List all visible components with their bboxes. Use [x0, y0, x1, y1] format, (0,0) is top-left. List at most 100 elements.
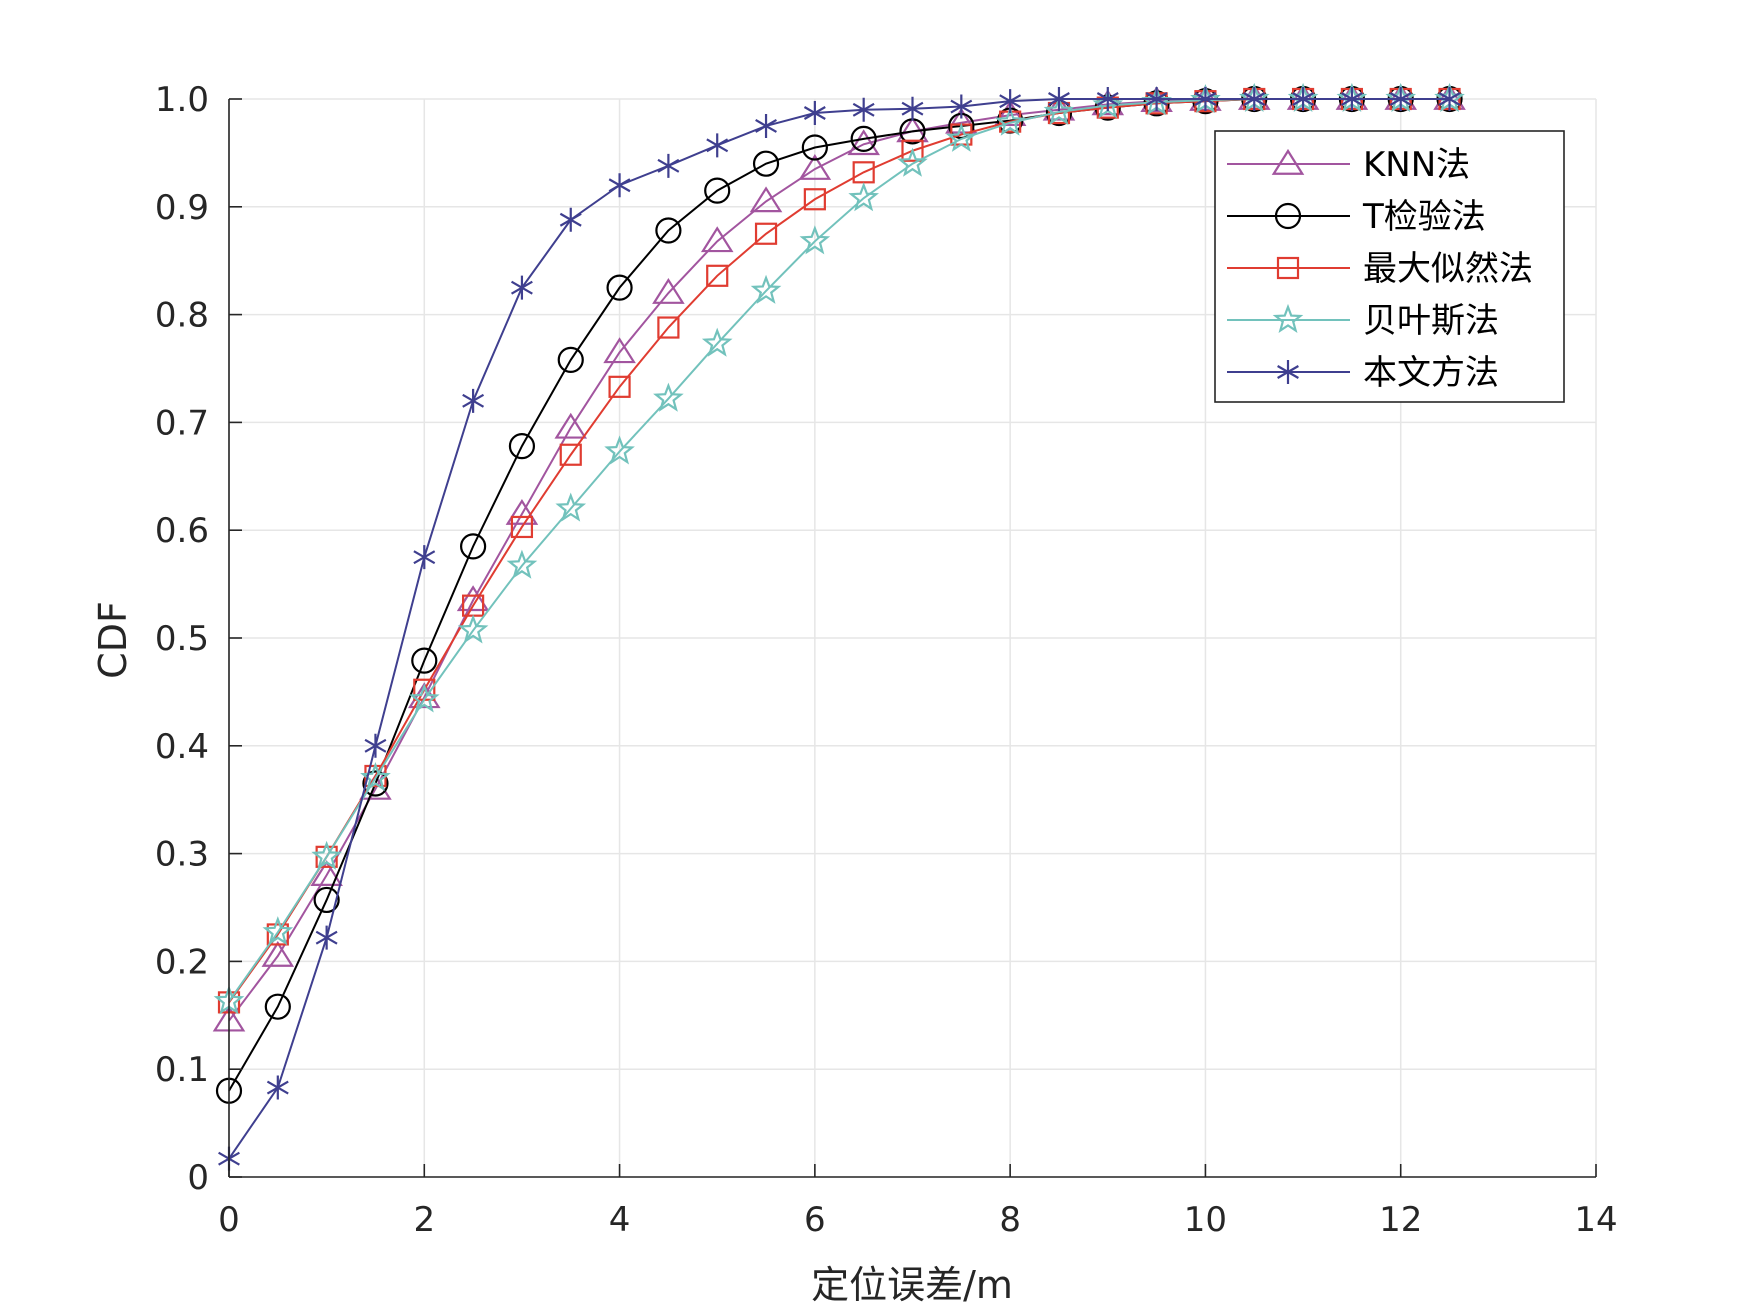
data-point-triangle — [847, 129, 880, 156]
legend-label: 最大似然法 — [1363, 249, 1533, 289]
data-point-star — [946, 122, 977, 152]
data-point-circle — [264, 993, 291, 1020]
x-tick-label: 2 — [413, 1200, 435, 1240]
data-point-asterisk — [1340, 87, 1363, 111]
data-point-triangle — [700, 226, 734, 253]
data-point-triangle — [456, 585, 490, 612]
data-point-asterisk — [1145, 87, 1168, 111]
data-point-circle — [313, 886, 340, 914]
x-tick-label: 14 — [1574, 1200, 1617, 1240]
y-tick-label: 0.9 — [155, 188, 209, 228]
data-point-asterisk — [755, 113, 777, 138]
data-point-asterisk — [315, 925, 338, 950]
data-point-asterisk — [1292, 87, 1315, 111]
data-point-circle — [752, 150, 780, 177]
y-tick-label: 0.5 — [155, 619, 209, 659]
data-point-square — [706, 264, 729, 287]
legend-marker-asterisk — [1277, 360, 1299, 384]
data-point-square — [754, 222, 778, 245]
x-tick-label: 4 — [609, 1200, 631, 1240]
legend-label: KNN法 — [1363, 145, 1470, 185]
data-point-asterisk — [510, 275, 533, 300]
x-tick-label: 12 — [1379, 1200, 1422, 1240]
data-point-asterisk — [1438, 87, 1461, 111]
data-point-triangle — [945, 107, 978, 134]
data-point-circle — [850, 125, 877, 152]
data-point-star — [604, 435, 635, 465]
data-point-star — [701, 327, 733, 357]
data-point-asterisk — [1389, 87, 1412, 111]
data-point-circle — [362, 770, 389, 797]
legend-label: 贝叶斯法 — [1363, 301, 1499, 341]
data-point-asterisk — [266, 1075, 289, 1100]
legend-marker-circle — [1274, 202, 1302, 230]
data-point-asterisk — [1048, 87, 1070, 111]
x-tick-label: 0 — [218, 1200, 240, 1240]
data-point-asterisk — [364, 733, 387, 758]
data-point-triangle — [749, 186, 783, 213]
data-point-star — [262, 916, 294, 946]
data-point-asterisk — [803, 101, 826, 126]
data-point-star — [457, 614, 489, 644]
data-point-star — [408, 683, 440, 713]
y-axis-label: CDF — [91, 601, 135, 679]
y-tick-label: 1.0 — [155, 80, 209, 120]
data-point-square — [608, 375, 631, 398]
data-point-circle — [411, 647, 438, 674]
series-line — [228, 98, 1450, 1160]
legend-marker-star — [1272, 303, 1304, 334]
data-point-asterisk — [608, 173, 631, 198]
data-point-star — [848, 182, 879, 212]
data-point-star — [653, 382, 684, 412]
legend-label: T检验法 — [1362, 197, 1486, 237]
y-tick-label: 0.3 — [155, 835, 209, 875]
data-point-circle — [655, 217, 682, 244]
data-point-asterisk — [950, 94, 973, 119]
data-point-square — [803, 188, 826, 211]
data-point-triangle — [554, 412, 588, 439]
data-point-circle — [508, 433, 536, 460]
data-point-star — [994, 106, 1026, 136]
y-tick-label: 0 — [187, 1158, 209, 1198]
series-layer — [212, 82, 1466, 1171]
data-point-asterisk — [559, 207, 582, 232]
data-point-asterisk — [1243, 87, 1266, 111]
data-point-asterisk — [901, 96, 924, 121]
data-point-star — [311, 840, 342, 870]
data-point-triangle — [798, 154, 832, 180]
data-point-circle — [606, 274, 633, 301]
y-tick-label: 0.6 — [155, 511, 209, 551]
x-tick-label: 10 — [1184, 1200, 1227, 1240]
data-point-asterisk — [657, 153, 680, 178]
data-point-asterisk — [852, 97, 875, 122]
data-point-square — [266, 923, 289, 946]
data-point-asterisk — [706, 133, 729, 158]
x-tick-label: 6 — [804, 1200, 826, 1240]
data-point-star — [555, 492, 587, 522]
ticks: 0 2 4 6 8 10 12 14 0 0.1 0.2 0.3 0.4 0.5 0.6 0.7 0.8 0.9 1… — [155, 80, 1618, 1240]
legend-label: 本文方法 — [1363, 353, 1499, 393]
data-point-asterisk — [413, 545, 436, 570]
data-point-square — [657, 316, 680, 339]
data-point-asterisk — [1096, 87, 1119, 111]
legend-box — [1214, 130, 1565, 403]
data-point-circle — [801, 134, 828, 161]
data-point-triangle — [993, 100, 1027, 127]
data-point-square — [559, 443, 582, 466]
data-point-circle — [704, 177, 731, 204]
x-tick-label: 8 — [999, 1200, 1021, 1240]
data-point-asterisk — [1194, 87, 1217, 111]
y-tick-label: 0.8 — [155, 296, 209, 336]
data-point-triangle — [261, 940, 295, 967]
legend-marker-triangle — [1271, 148, 1305, 175]
data-point-asterisk — [999, 89, 1022, 114]
legend-marker-square — [1276, 256, 1300, 280]
y-tick-label: 0.2 — [155, 942, 209, 982]
data-point-triangle — [505, 498, 539, 525]
data-point-square — [901, 139, 924, 162]
data-point-circle — [557, 346, 584, 373]
y-tick-label: 0.7 — [155, 403, 209, 443]
data-point-star — [506, 549, 538, 579]
